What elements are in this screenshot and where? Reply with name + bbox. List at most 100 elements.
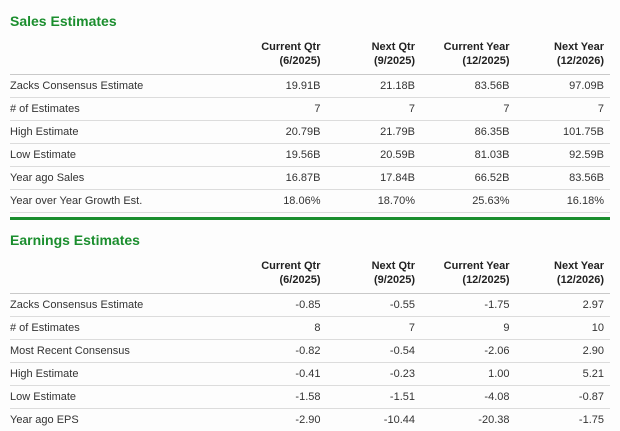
column-header-period: (9/2025) bbox=[374, 274, 415, 287]
table-row: High Estimate 20.79B 21.79B 86.35B 101.75B bbox=[10, 120, 610, 144]
cell-value: 17.84B bbox=[326, 166, 421, 190]
row-label-header bbox=[10, 258, 232, 294]
cell-value: 10 bbox=[515, 316, 610, 340]
cell-value: -1.51 bbox=[326, 385, 421, 409]
section-divider bbox=[10, 216, 610, 220]
row-label: High Estimate bbox=[10, 362, 232, 386]
cell-value: 83.56B bbox=[421, 74, 516, 98]
earnings-estimates-section: Earnings Estimates Current Qtr (6/2025) Ne… bbox=[10, 231, 610, 431]
column-header-label: Next Qtr bbox=[371, 260, 415, 273]
column-header: Next Qtr (9/2025) bbox=[326, 39, 421, 75]
cell-value: -1.58 bbox=[232, 385, 327, 409]
table-row: # of Estimates 7 7 7 7 bbox=[10, 97, 610, 121]
row-label: Zacks Consensus Estimate bbox=[10, 293, 232, 317]
cell-value: -1.75 bbox=[515, 408, 610, 431]
cell-value: 86.35B bbox=[421, 120, 516, 144]
column-header: Current Year (12/2025) bbox=[421, 258, 516, 294]
cell-value: 8 bbox=[232, 316, 327, 340]
row-label: Zacks Consensus Estimate bbox=[10, 74, 232, 98]
cell-value: 18.70% bbox=[326, 189, 421, 213]
column-header-period: (12/2026) bbox=[556, 55, 604, 68]
cell-value: 7 bbox=[232, 97, 327, 121]
column-header-label: Current Qtr bbox=[261, 41, 321, 54]
sales-estimates-title: Sales Estimates bbox=[10, 13, 117, 29]
row-label: # of Estimates bbox=[10, 316, 232, 340]
table-row: Year over Year Growth Est. 18.06% 18.70% 25… bbox=[10, 189, 610, 213]
column-header-label: Current Year bbox=[443, 41, 510, 54]
sales-estimates-table: Current Qtr (6/2025) Next Qtr (9/2025) Curre… bbox=[10, 39, 610, 213]
column-header-period: (9/2025) bbox=[374, 55, 415, 68]
cell-value: 66.52B bbox=[421, 166, 516, 190]
column-header-period: (12/2025) bbox=[462, 55, 510, 68]
table-row: Low Estimate -1.58 -1.51 -4.08 -0.87 bbox=[10, 385, 610, 409]
column-header: Next Year (12/2026) bbox=[515, 258, 610, 294]
column-header: Next Qtr (9/2025) bbox=[326, 258, 421, 294]
cell-value: 101.75B bbox=[515, 120, 610, 144]
row-label: Year over Year Growth Est. bbox=[10, 189, 232, 213]
cell-value: 25.63% bbox=[421, 189, 516, 213]
cell-value: 20.59B bbox=[326, 143, 421, 167]
column-header: Current Year (12/2025) bbox=[421, 39, 516, 75]
header-row: Current Qtr (6/2025) Next Qtr (9/2025) Curre… bbox=[10, 39, 610, 75]
row-label: Low Estimate bbox=[10, 385, 232, 409]
column-header: Current Qtr (6/2025) bbox=[232, 39, 327, 75]
cell-value: -4.08 bbox=[421, 385, 516, 409]
cell-value: -10.44 bbox=[326, 408, 421, 431]
column-header-period: (6/2025) bbox=[279, 55, 321, 68]
table-row: Low Estimate 19.56B 20.59B 81.03B 92.59B bbox=[10, 143, 610, 167]
sales-estimates-section: Sales Estimates Current Qtr (6/2025) Next … bbox=[10, 13, 610, 213]
cell-value: 92.59B bbox=[515, 143, 610, 167]
column-header-label: Current Year bbox=[443, 260, 510, 273]
cell-value: -0.82 bbox=[232, 339, 327, 363]
table-row: Year ago Sales 16.87B 17.84B 66.52B 83.56B bbox=[10, 166, 610, 190]
cell-value: 81.03B bbox=[421, 143, 516, 167]
cell-value: 18.06% bbox=[232, 189, 327, 213]
column-header-period: (12/2025) bbox=[462, 274, 510, 287]
header-row: Current Qtr (6/2025) Next Qtr (9/2025) Curre… bbox=[10, 258, 610, 294]
cell-value: -0.55 bbox=[326, 293, 421, 317]
table-row: Zacks Consensus Estimate -0.85 -0.55 -1.75 2… bbox=[10, 293, 610, 317]
table-row: Year ago EPS -2.90 -10.44 -20.38 -1.75 bbox=[10, 408, 610, 431]
cell-value: -2.06 bbox=[421, 339, 516, 363]
table-row: Zacks Consensus Estimate 19.91B 21.18B 83.5… bbox=[10, 74, 610, 98]
cell-value: 19.91B bbox=[232, 74, 327, 98]
row-label: # of Estimates bbox=[10, 97, 232, 121]
column-header: Current Qtr (6/2025) bbox=[232, 258, 327, 294]
table-row: High Estimate -0.41 -0.23 1.00 5.21 bbox=[10, 362, 610, 386]
cell-value: -20.38 bbox=[421, 408, 516, 431]
cell-value: 7 bbox=[421, 97, 516, 121]
cell-value: 7 bbox=[326, 97, 421, 121]
cell-value: 7 bbox=[326, 316, 421, 340]
cell-value: 20.79B bbox=[232, 120, 327, 144]
row-label: Year ago EPS bbox=[10, 408, 232, 431]
cell-value: -0.41 bbox=[232, 362, 327, 386]
cell-value: -0.23 bbox=[326, 362, 421, 386]
cell-value: -0.54 bbox=[326, 339, 421, 363]
row-label: Low Estimate bbox=[10, 143, 232, 167]
cell-value: 9 bbox=[421, 316, 516, 340]
cell-value: 2.90 bbox=[515, 339, 610, 363]
cell-value: 16.18% bbox=[515, 189, 610, 213]
table-row: Most Recent Consensus -0.82 -0.54 -2.06 2.90 bbox=[10, 339, 610, 363]
column-header-period: (6/2025) bbox=[279, 274, 321, 287]
column-header-label: Current Qtr bbox=[261, 260, 321, 273]
row-label: Year ago Sales bbox=[10, 166, 232, 190]
column-header: Next Year (12/2026) bbox=[515, 39, 610, 75]
column-header-label: Next Year bbox=[554, 41, 604, 54]
cell-value: -0.85 bbox=[232, 293, 327, 317]
row-label-header bbox=[10, 39, 232, 75]
row-label: High Estimate bbox=[10, 120, 232, 144]
cell-value: -2.90 bbox=[232, 408, 327, 431]
cell-value: -0.87 bbox=[515, 385, 610, 409]
earnings-estimates-title: Earnings Estimates bbox=[10, 231, 140, 248]
cell-value: 2.97 bbox=[515, 293, 610, 317]
row-label: Most Recent Consensus bbox=[10, 339, 232, 363]
cell-value: 19.56B bbox=[232, 143, 327, 167]
table-row: # of Estimates 8 7 9 10 bbox=[10, 316, 610, 340]
cell-value: 7 bbox=[515, 97, 610, 121]
column-header-label: Next Qtr bbox=[371, 41, 415, 54]
earnings-estimates-table: Current Qtr (6/2025) Next Qtr (9/2025) Curre… bbox=[10, 258, 610, 431]
cell-value: 97.09B bbox=[515, 74, 610, 98]
cell-value: 16.87B bbox=[232, 166, 327, 190]
